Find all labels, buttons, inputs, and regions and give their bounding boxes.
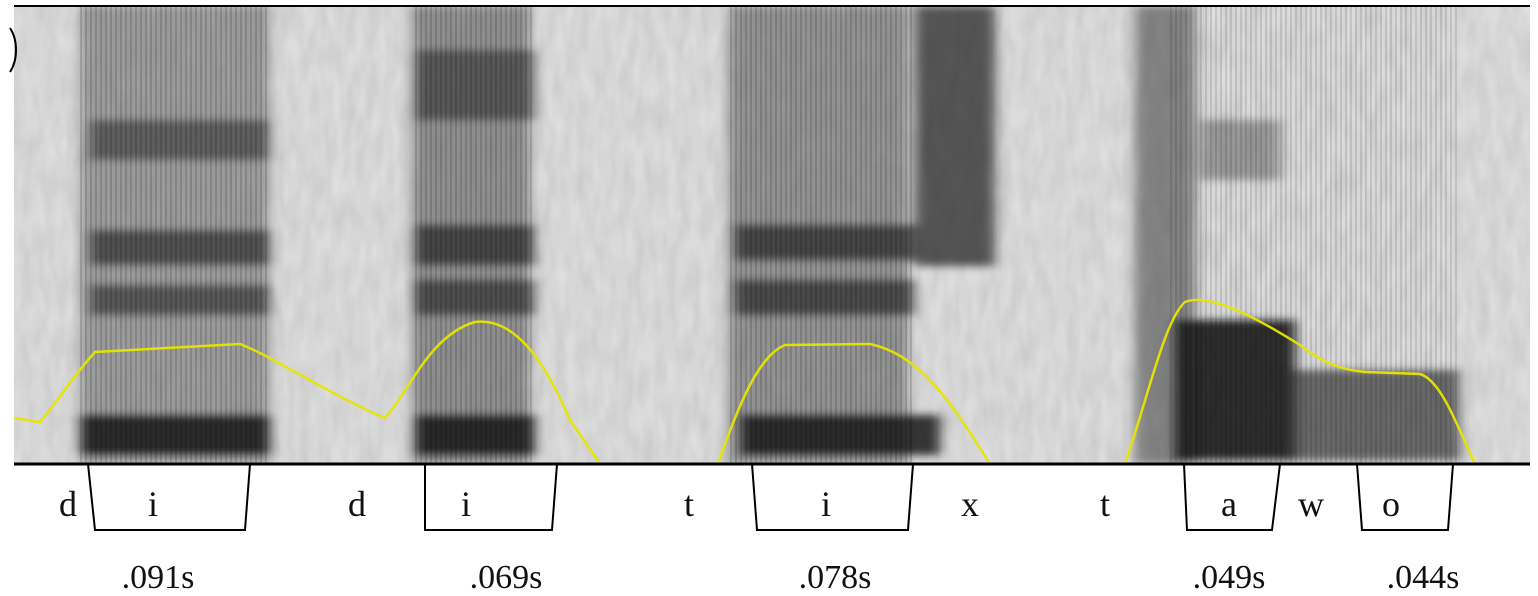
bracket-i-1 [87,463,251,531]
segment-label: o [1382,484,1400,524]
left-edge-mark [9,27,17,73]
segment-label: a [1221,484,1237,524]
segment-label: d [348,484,366,524]
vowel-brackets [87,463,1454,531]
duration-label: .091s [122,559,195,596]
segment-label: t [684,484,694,524]
segment-label: i [148,484,158,524]
bracket-i-2 [424,463,558,531]
duration-label: .049s [1193,559,1266,596]
duration-label: .078s [799,559,872,596]
bracket-i-3 [751,463,914,531]
bracket-a [1183,463,1281,531]
duration-label: .069s [470,559,543,596]
segment-label: i [461,484,471,524]
duration-labels: .091s .069s .078s .049s .044s [122,559,1460,596]
spectrogram [14,6,1530,464]
segment-labels: d i d i t i x t a w o [59,484,1400,524]
segment-label: d [59,484,77,524]
segment-label: x [961,484,979,524]
pitch-track [14,298,1477,464]
segment-label: w [1298,484,1324,524]
bracket-o [1356,463,1454,531]
duration-label: .044s [1387,559,1460,596]
segment-label: t [1100,484,1110,524]
segment-label: i [821,484,831,524]
